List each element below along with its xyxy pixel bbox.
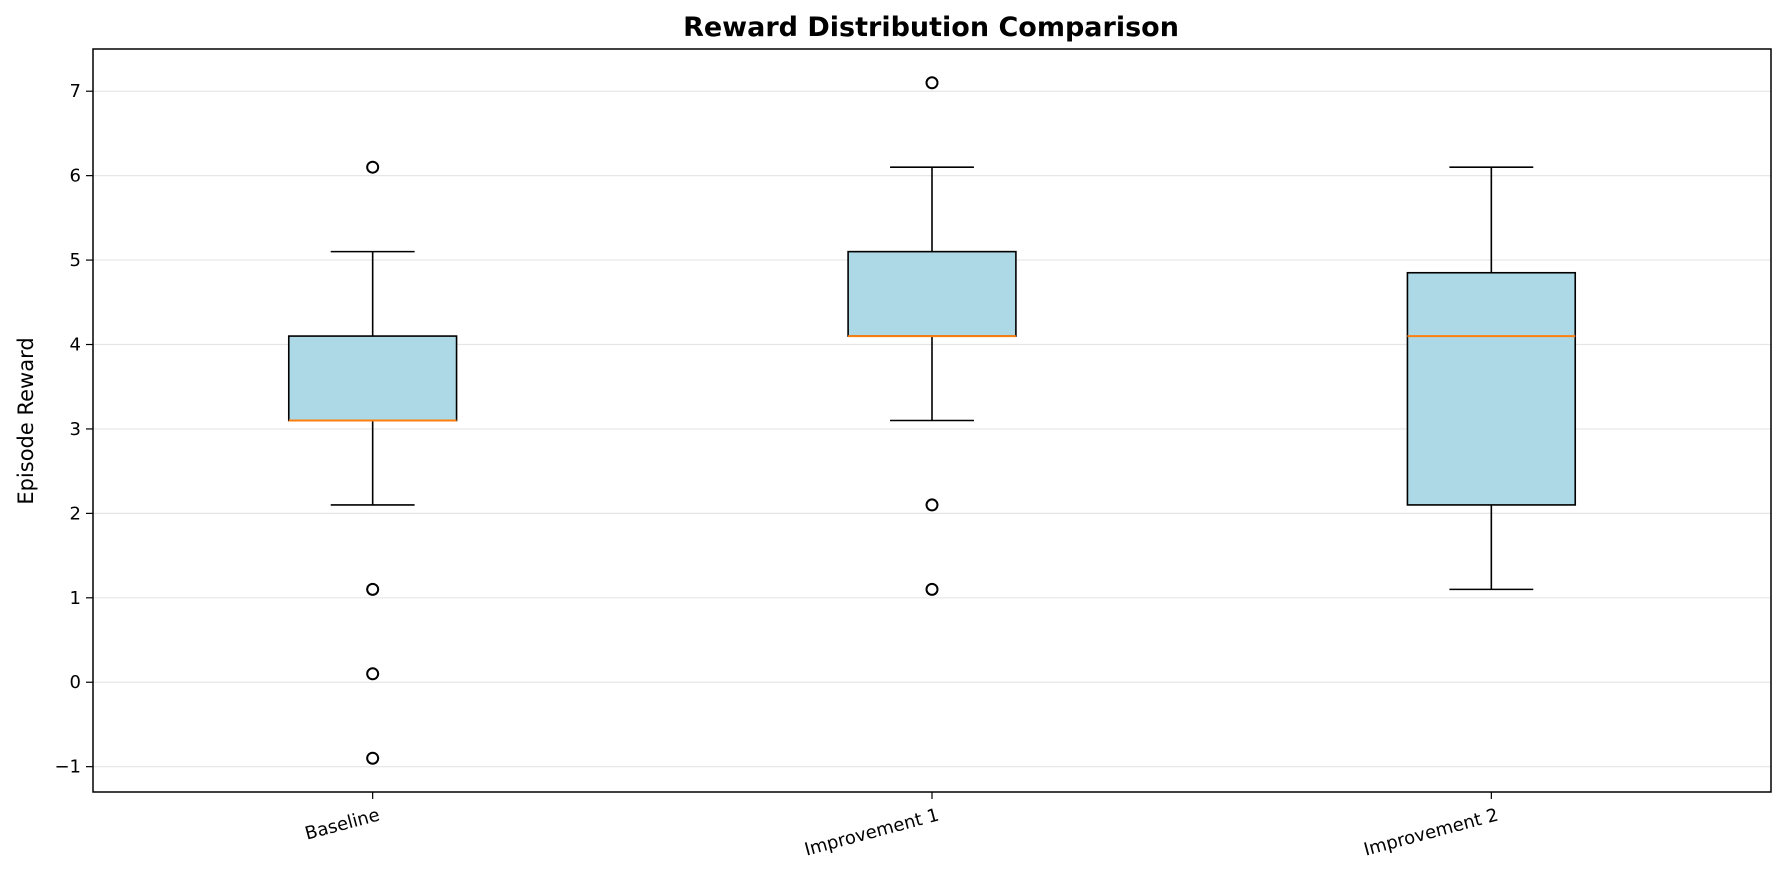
outlier-point: [925, 76, 939, 90]
outlier-point: [925, 582, 939, 596]
x-tick-label: Improvement 1: [802, 805, 941, 861]
y-axis: −1 0 1 2 3 4 5 6 7: [54, 81, 93, 778]
outlier-point: [366, 751, 380, 765]
box-iqr: [1406, 271, 1577, 506]
y-axis-label: Episode Reward: [14, 337, 38, 504]
box-iqr: [287, 335, 458, 422]
y-tick-label: 2: [70, 503, 81, 524]
x-axis: Baseline Improvement 1 Improvement 2: [303, 792, 1501, 861]
y-tick-label: −1: [54, 757, 81, 778]
outlier-point: [366, 160, 380, 174]
outlier-point: [925, 498, 939, 512]
chart-title: Reward Distribution Comparison: [683, 12, 1179, 43]
y-tick-label: 7: [70, 81, 81, 102]
x-tick-label: Improvement 2: [1362, 805, 1501, 861]
outlier-point: [366, 667, 380, 681]
box-iqr: [847, 250, 1017, 337]
y-tick-label: 6: [70, 166, 81, 187]
chart-marks: [287, 76, 1577, 765]
y-tick-label: 4: [70, 335, 81, 356]
x-tick-label: Baseline: [303, 805, 382, 845]
y-tick-label: 0: [70, 672, 81, 693]
outlier-point: [366, 582, 380, 596]
y-tick-label: 1: [70, 588, 81, 609]
y-tick-label: 3: [70, 419, 81, 440]
y-tick-label: 5: [70, 250, 81, 271]
